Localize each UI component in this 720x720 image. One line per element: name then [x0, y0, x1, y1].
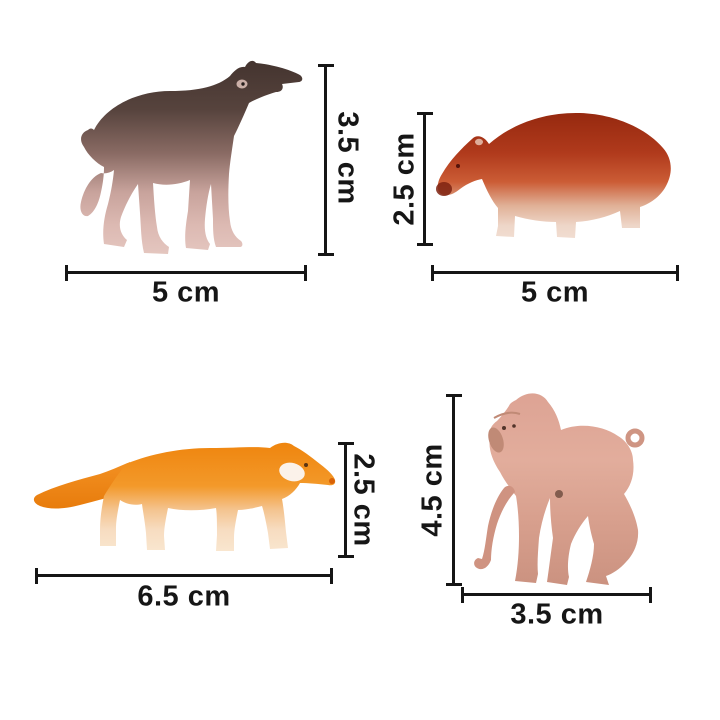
baboon-tail-curl [625, 428, 645, 448]
badger-width-line [431, 264, 679, 281]
mongoose-nose [329, 478, 335, 484]
mongoose-width-line [35, 567, 333, 584]
baboon-muzzle [488, 427, 504, 453]
badger-height-line [416, 112, 433, 246]
mongoose-tail [33, 462, 140, 509]
baboon-width-label: 3.5 cm [510, 598, 604, 631]
baboon-figurine-image [474, 393, 645, 585]
wolf-width-line [65, 264, 307, 281]
baboon-far-arm [474, 485, 515, 570]
mongoose-width-label: 6.5 cm [137, 580, 231, 613]
baboon-body [489, 393, 639, 585]
mongoose-eye [304, 463, 308, 467]
mongoose-figurine-image [33, 442, 336, 551]
mongoose-body [100, 442, 336, 551]
wolf-width-label: 5 cm [151, 276, 221, 309]
baboon-belly-spot [555, 490, 563, 498]
baboon-eye-left [502, 426, 506, 430]
wolf-figurine-image [80, 60, 303, 255]
badger-height-label: 2.5 cm [388, 132, 421, 226]
badger-eye [456, 164, 460, 168]
baboon-brow-line [493, 411, 521, 419]
badger-width-label: 5 cm [520, 276, 590, 309]
mongoose-height-line [337, 442, 354, 558]
mongoose-cheek-patch [279, 462, 305, 482]
baboon-height-line [445, 394, 462, 586]
badger-figurine-image [436, 112, 671, 238]
wolf-height-line [317, 64, 334, 256]
baboon-width-line [461, 586, 652, 603]
wolf-height-label: 3.5 cm [331, 111, 364, 205]
wolf-eye [241, 82, 245, 86]
wolf-body [80, 60, 303, 255]
baboon-eye-right [512, 424, 516, 428]
badger-ear [475, 138, 483, 146]
baboon-height-label: 4.5 cm [416, 443, 449, 537]
badger-body [437, 112, 671, 238]
badger-snout [436, 182, 452, 196]
mongoose-height-label: 2.5 cm [347, 453, 380, 547]
